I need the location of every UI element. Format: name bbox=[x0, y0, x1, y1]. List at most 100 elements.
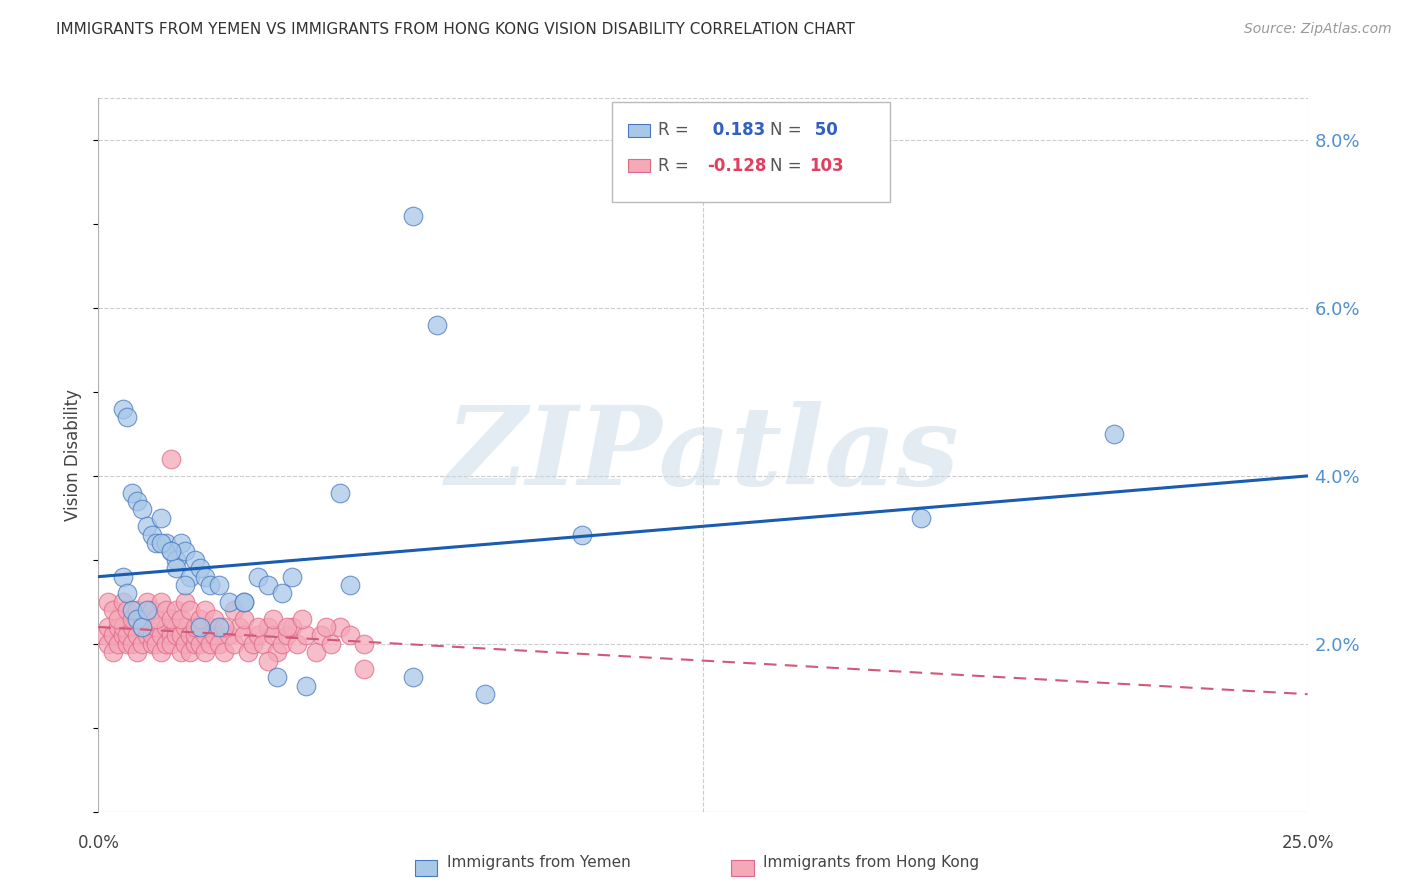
Point bbox=[131, 620, 153, 634]
Point bbox=[194, 603, 217, 617]
Point bbox=[266, 670, 288, 684]
Point bbox=[127, 612, 149, 626]
Point bbox=[127, 645, 149, 659]
Point bbox=[315, 620, 337, 634]
Point bbox=[165, 603, 187, 617]
Point bbox=[131, 637, 153, 651]
Text: 103: 103 bbox=[810, 157, 844, 175]
Text: R =: R = bbox=[658, 157, 695, 175]
Point bbox=[212, 620, 235, 634]
Point bbox=[141, 628, 163, 642]
Point bbox=[285, 637, 308, 651]
Point bbox=[111, 628, 134, 642]
Point bbox=[145, 620, 167, 634]
Point bbox=[194, 569, 217, 583]
Point bbox=[218, 628, 240, 642]
Point bbox=[111, 620, 134, 634]
Point bbox=[426, 318, 449, 332]
Point bbox=[131, 502, 153, 516]
Point bbox=[155, 637, 177, 651]
Point bbox=[135, 519, 157, 533]
Point bbox=[179, 569, 201, 583]
Point bbox=[150, 511, 173, 525]
Point bbox=[188, 612, 211, 626]
Point bbox=[208, 637, 231, 651]
Point bbox=[339, 578, 361, 592]
Point bbox=[218, 595, 240, 609]
Point bbox=[160, 637, 183, 651]
Point bbox=[145, 612, 167, 626]
Point bbox=[135, 620, 157, 634]
Point bbox=[271, 637, 294, 651]
Text: N =: N = bbox=[769, 121, 807, 139]
Point bbox=[232, 628, 254, 642]
Point bbox=[247, 628, 270, 642]
Point bbox=[188, 620, 211, 634]
Point bbox=[242, 637, 264, 651]
Point bbox=[329, 485, 352, 500]
Point bbox=[150, 645, 173, 659]
Point bbox=[111, 569, 134, 583]
Point bbox=[101, 603, 124, 617]
Point bbox=[256, 620, 278, 634]
Text: Source: ZipAtlas.com: Source: ZipAtlas.com bbox=[1244, 22, 1392, 37]
Point bbox=[295, 679, 318, 693]
Point bbox=[97, 637, 120, 651]
Point bbox=[141, 527, 163, 541]
Point bbox=[135, 595, 157, 609]
Point bbox=[353, 662, 375, 676]
Point bbox=[262, 612, 284, 626]
Point bbox=[319, 637, 342, 651]
Point bbox=[117, 586, 139, 600]
Text: -0.128: -0.128 bbox=[707, 157, 766, 175]
Point bbox=[174, 637, 197, 651]
Point bbox=[204, 612, 226, 626]
Point bbox=[174, 620, 197, 634]
Point bbox=[91, 628, 114, 642]
Point bbox=[127, 494, 149, 508]
Text: 50: 50 bbox=[810, 121, 838, 139]
Point bbox=[353, 637, 375, 651]
Point bbox=[155, 536, 177, 550]
Point bbox=[141, 603, 163, 617]
Point bbox=[150, 595, 173, 609]
Point bbox=[188, 637, 211, 651]
Point bbox=[198, 637, 221, 651]
Point bbox=[329, 620, 352, 634]
Point bbox=[160, 544, 183, 558]
Point bbox=[222, 637, 245, 651]
Point bbox=[145, 637, 167, 651]
FancyBboxPatch shape bbox=[613, 102, 890, 202]
Point bbox=[150, 628, 173, 642]
Point bbox=[160, 628, 183, 642]
Point bbox=[117, 410, 139, 425]
Text: 0.0%: 0.0% bbox=[77, 834, 120, 852]
Point bbox=[208, 620, 231, 634]
Point bbox=[281, 620, 304, 634]
Point bbox=[141, 637, 163, 651]
FancyBboxPatch shape bbox=[628, 124, 650, 136]
Point bbox=[1102, 426, 1125, 441]
Point bbox=[174, 544, 197, 558]
Point bbox=[111, 401, 134, 416]
Point bbox=[188, 620, 211, 634]
Point bbox=[402, 670, 425, 684]
Point bbox=[232, 612, 254, 626]
Point bbox=[111, 595, 134, 609]
Point bbox=[101, 645, 124, 659]
Point bbox=[208, 578, 231, 592]
Text: R =: R = bbox=[658, 121, 695, 139]
Point bbox=[402, 209, 425, 223]
Text: ZIPatlas: ZIPatlas bbox=[446, 401, 960, 508]
Point bbox=[145, 536, 167, 550]
Point bbox=[121, 637, 143, 651]
Point bbox=[155, 603, 177, 617]
Point bbox=[165, 620, 187, 634]
Point bbox=[474, 687, 496, 701]
Point bbox=[121, 612, 143, 626]
Point bbox=[101, 628, 124, 642]
Point bbox=[117, 603, 139, 617]
Point bbox=[198, 578, 221, 592]
Point bbox=[232, 595, 254, 609]
Point bbox=[184, 620, 207, 634]
